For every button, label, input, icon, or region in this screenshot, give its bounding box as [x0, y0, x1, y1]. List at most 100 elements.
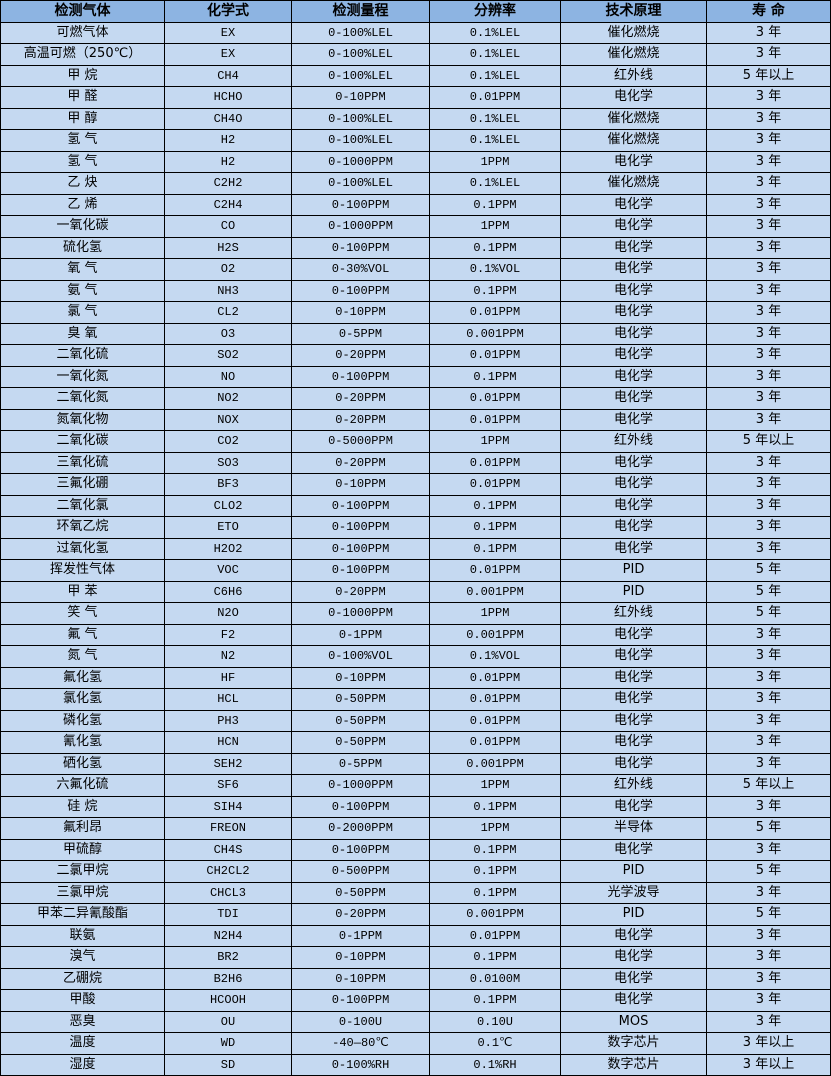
cell-resolution: 0.01PPM — [429, 688, 561, 711]
cell-gas-name: 环氧乙烷 — [0, 516, 165, 539]
cell-resolution: 0.1PPM — [429, 795, 561, 818]
cell-lifespan: 5 年以上 — [706, 430, 831, 453]
cell-measuring-range: 0-50PPM — [291, 709, 430, 732]
cell-principle: 催化燃烧 — [560, 107, 707, 130]
cell-measuring-range: 0-100%LEL — [291, 64, 430, 87]
cell-principle: 电化学 — [560, 731, 707, 754]
cell-chemical-formula: SD — [164, 1053, 292, 1076]
cell-principle: 红外线 — [560, 602, 707, 625]
cell-chemical-formula: NO — [164, 365, 292, 388]
cell-chemical-formula: CO2 — [164, 430, 292, 453]
cell-gas-name: 氟化氢 — [0, 666, 165, 689]
cell-measuring-range: 0-100PPM — [291, 365, 430, 388]
cell-lifespan: 3 年 — [706, 731, 831, 754]
cell-measuring-range: 0-10PPM — [291, 946, 430, 969]
cell-principle: 电化学 — [560, 752, 707, 775]
cell-chemical-formula: OU — [164, 1010, 292, 1033]
cell-principle: 电化学 — [560, 387, 707, 410]
table-row: 氢 气 H2 0-100%LEL 0.1%LEL 催化燃烧 3 年 — [0, 129, 831, 152]
cell-lifespan: 3 年 — [706, 623, 831, 646]
cell-resolution: 0.01PPM — [429, 731, 561, 754]
cell-lifespan: 3 年 — [706, 258, 831, 281]
cell-measuring-range: 0-20PPM — [291, 451, 430, 474]
table-row: 恶臭 OU 0-100U 0.10U MOS 3 年 — [0, 1010, 831, 1033]
cell-resolution: 1PPM — [429, 150, 561, 173]
cell-resolution: 0.01PPM — [429, 451, 561, 474]
cell-lifespan: 3 年 — [706, 688, 831, 711]
cell-measuring-range: 0-100PPM — [291, 236, 430, 259]
cell-chemical-formula: TDI — [164, 903, 292, 926]
cell-chemical-formula: SF6 — [164, 774, 292, 797]
cell-gas-name: 二氧化硫 — [0, 344, 165, 367]
cell-lifespan: 5 年 — [706, 602, 831, 625]
cell-principle: 电化学 — [560, 795, 707, 818]
cell-lifespan: 3 年 — [706, 215, 831, 238]
cell-gas-name: 氨 气 — [0, 279, 165, 302]
cell-gas-name: 挥发性气体 — [0, 559, 165, 582]
cell-chemical-formula: C2H2 — [164, 172, 292, 195]
header-chemical-formula: 化学式 — [164, 0, 292, 23]
cell-measuring-range: 0-100%LEL — [291, 107, 430, 130]
cell-lifespan: 3 年 — [706, 451, 831, 474]
cell-lifespan: 3 年 — [706, 924, 831, 947]
cell-measuring-range: 0-10PPM — [291, 967, 430, 990]
cell-principle: 红外线 — [560, 64, 707, 87]
cell-measuring-range: 0-50PPM — [291, 881, 430, 904]
cell-principle: 电化学 — [560, 193, 707, 216]
table-row: 氨 气 NH3 0-100PPM 0.1PPM 电化学 3 年 — [0, 279, 831, 302]
cell-principle: PID — [560, 580, 707, 603]
cell-gas-name: 硅 烷 — [0, 795, 165, 818]
cell-principle: 红外线 — [560, 430, 707, 453]
cell-resolution: 0.0100M — [429, 967, 561, 990]
table-row: 硅 烷 SIH4 0-100PPM 0.1PPM 电化学 3 年 — [0, 795, 831, 818]
cell-lifespan: 3 年 — [706, 172, 831, 195]
cell-resolution: 0.1PPM — [429, 860, 561, 883]
header-principle: 技术原理 — [560, 0, 707, 23]
cell-gas-name: 一氧化碳 — [0, 215, 165, 238]
table-row: 乙 烯 C2H4 0-100PPM 0.1PPM 电化学 3 年 — [0, 193, 831, 216]
cell-chemical-formula: BR2 — [164, 946, 292, 969]
cell-gas-name: 甲酸 — [0, 989, 165, 1012]
cell-gas-name: 氰化氢 — [0, 731, 165, 754]
table-row: 挥发性气体 VOC 0-100PPM 0.01PPM PID 5 年 — [0, 559, 831, 582]
table-row: 过氧化氢 H2O2 0-100PPM 0.1PPM 电化学 3 年 — [0, 537, 831, 560]
cell-principle: PID — [560, 559, 707, 582]
cell-gas-name: 六氟化硫 — [0, 774, 165, 797]
cell-lifespan: 3 年 — [706, 301, 831, 324]
cell-lifespan: 3 年 — [706, 752, 831, 775]
cell-gas-name: 氯 气 — [0, 301, 165, 324]
cell-resolution: 0.1℃ — [429, 1032, 561, 1055]
cell-chemical-formula: CH4S — [164, 838, 292, 861]
cell-principle: 电化学 — [560, 279, 707, 302]
cell-principle: 电化学 — [560, 709, 707, 732]
cell-principle: 电化学 — [560, 494, 707, 517]
cell-chemical-formula: CLO2 — [164, 494, 292, 517]
cell-gas-name: 笑 气 — [0, 602, 165, 625]
cell-principle: 数字芯片 — [560, 1053, 707, 1076]
cell-principle: 催化燃烧 — [560, 21, 707, 44]
cell-measuring-range: 0-2000PPM — [291, 817, 430, 840]
cell-resolution: 0.1PPM — [429, 494, 561, 517]
table-row: 乙 炔 C2H2 0-100%LEL 0.1%LEL 催化燃烧 3 年 — [0, 172, 831, 195]
cell-gas-name: 乙 烯 — [0, 193, 165, 216]
cell-measuring-range: 0-100PPM — [291, 537, 430, 560]
cell-lifespan: 3 年以上 — [706, 1053, 831, 1076]
cell-resolution: 0.01PPM — [429, 344, 561, 367]
table-row: 臭 氧 O3 0-5PPM 0.001PPM 电化学 3 年 — [0, 322, 831, 345]
cell-measuring-range: 0-1000PPM — [291, 215, 430, 238]
table-row: 溴气 BR2 0-10PPM 0.1PPM 电化学 3 年 — [0, 946, 831, 969]
cell-gas-name: 三氧化硫 — [0, 451, 165, 474]
cell-principle: 催化燃烧 — [560, 172, 707, 195]
cell-lifespan: 3 年 — [706, 881, 831, 904]
cell-chemical-formula: BF3 — [164, 473, 292, 496]
cell-lifespan: 3 年 — [706, 86, 831, 109]
table-header-row: 检测气体 化学式 检测量程 分辨率 技术原理寿 命 — [0, 0, 831, 23]
cell-lifespan: 3 年 — [706, 408, 831, 431]
cell-lifespan: 3 年 — [706, 129, 831, 152]
cell-chemical-formula: H2O2 — [164, 537, 292, 560]
table-row: 甲 醛 HCHO 0-10PPM 0.01PPM 电化学 3 年 — [0, 86, 831, 109]
cell-resolution: 0.1%VOL — [429, 645, 561, 668]
cell-measuring-range: 0-30%VOL — [291, 258, 430, 281]
cell-gas-name: 联氨 — [0, 924, 165, 947]
cell-gas-name: 过氧化氢 — [0, 537, 165, 560]
